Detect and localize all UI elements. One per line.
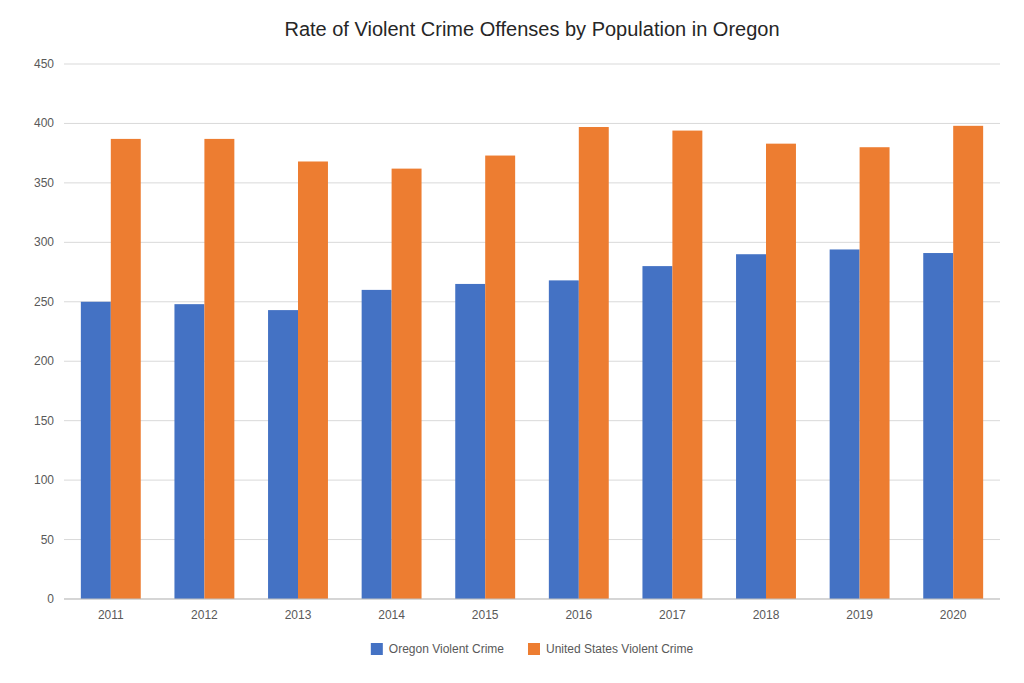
- bar: [736, 254, 766, 599]
- bar: [766, 144, 796, 599]
- y-tick-label: 450: [34, 57, 54, 71]
- legend-label: United States Violent Crime: [546, 642, 694, 656]
- legend-label: Oregon Violent Crime: [389, 642, 504, 656]
- legend-swatch: [371, 643, 383, 655]
- bars: [81, 126, 983, 599]
- y-tick-label: 150: [34, 414, 54, 428]
- bar: [81, 302, 111, 599]
- bar: [923, 253, 953, 599]
- x-tick-label: 2016: [565, 608, 592, 622]
- bar: [830, 249, 860, 599]
- bar: [579, 127, 609, 599]
- y-tick-label: 0: [47, 592, 54, 606]
- x-tick-label: 2017: [659, 608, 686, 622]
- title: Rate of Violent Crime Offenses by Popula…: [284, 18, 779, 40]
- x-tick-label: 2014: [378, 608, 405, 622]
- grid-line: [64, 64, 1000, 65]
- x-tick-label: 2011: [98, 608, 124, 622]
- background: [0, 0, 1024, 683]
- chart-svg: Rate of Violent Crime Offenses by Popula…: [0, 0, 1024, 683]
- y-tick-label: 50: [41, 533, 55, 547]
- bar: [268, 310, 298, 599]
- chart-container: Rate of Violent Crime Offenses by Popula…: [0, 0, 1024, 683]
- bar: [860, 147, 890, 599]
- bar: [204, 139, 234, 599]
- y-tick-label: 200: [34, 354, 54, 368]
- bar: [672, 131, 702, 599]
- bar: [174, 304, 204, 599]
- grid-line: [64, 599, 1000, 600]
- y-tick-label: 100: [34, 473, 54, 487]
- x-tick-label: 2020: [940, 608, 967, 622]
- legend: Oregon Violent Crime United States Violen…: [371, 642, 694, 656]
- x-tick-label: 2018: [753, 608, 780, 622]
- y-tick-label: 350: [34, 176, 54, 190]
- grid-line: [64, 123, 1000, 124]
- y-tick-label: 250: [34, 295, 54, 309]
- bar: [642, 266, 672, 599]
- x-tick-label: 2012: [191, 608, 218, 622]
- x-tick-label: 2019: [846, 608, 873, 622]
- bar: [298, 161, 328, 599]
- legend-swatch: [528, 643, 540, 655]
- y-tick-label: 300: [34, 235, 54, 249]
- x-axis-line: [64, 599, 1000, 600]
- bar: [362, 290, 392, 599]
- bar: [392, 169, 422, 599]
- x-tick-label: 2015: [472, 608, 499, 622]
- y-axis: 0 50 100 150 200 250 300 350 400 450: [34, 57, 1000, 606]
- x-axis: 2011 2012 2013 2014 2015 2016 2017 2018 2019 2020: [98, 608, 967, 622]
- bar: [953, 126, 983, 599]
- bar: [111, 139, 141, 599]
- y-tick-label: 400: [34, 116, 54, 130]
- bar: [455, 284, 485, 599]
- bar: [485, 156, 515, 599]
- x-tick-label: 2013: [285, 608, 312, 622]
- bar: [549, 280, 579, 599]
